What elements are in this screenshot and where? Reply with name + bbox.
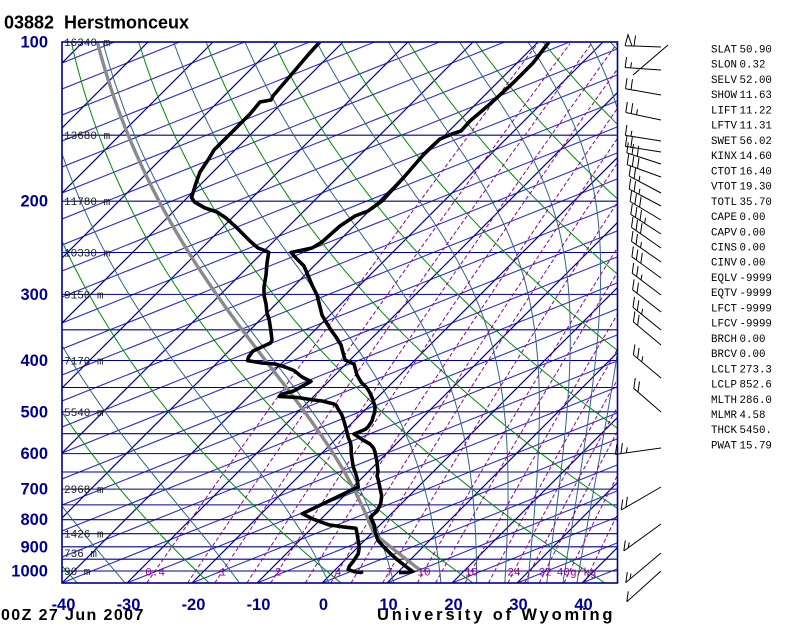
svg-text:BRCH: BRCH [711, 334, 737, 346]
svg-text:16: 16 [465, 568, 478, 580]
svg-text:273.3: 273.3 [740, 364, 772, 376]
svg-text:30: 30 [509, 596, 527, 614]
svg-text:100: 100 [20, 34, 48, 52]
svg-text:4.58: 4.58 [740, 410, 766, 422]
svg-text:VTOT: VTOT [711, 182, 737, 194]
svg-text:1: 1 [219, 568, 226, 580]
svg-text:40g/kg: 40g/kg [557, 568, 597, 580]
svg-text:0.32: 0.32 [740, 60, 766, 72]
svg-text:CTOT: CTOT [711, 166, 737, 178]
svg-text:MLMR: MLMR [711, 410, 737, 422]
svg-text:TOTL: TOTL [711, 197, 737, 209]
svg-text:15.79: 15.79 [740, 441, 772, 453]
svg-text:CINV: CINV [711, 258, 737, 270]
svg-text:800: 800 [20, 511, 48, 529]
svg-text:5540 m: 5540 m [64, 408, 104, 420]
svg-text:50.90: 50.90 [740, 45, 772, 57]
svg-text:2: 2 [275, 568, 282, 580]
svg-text:5450.: 5450. [740, 425, 772, 437]
svg-text:-40: -40 [52, 596, 76, 614]
svg-text:SLON: SLON [711, 60, 737, 72]
svg-text:852.6: 852.6 [740, 380, 772, 392]
svg-text:LFCT: LFCT [711, 303, 737, 315]
svg-text:56.02: 56.02 [740, 136, 772, 148]
svg-text:200: 200 [20, 193, 48, 211]
svg-text:CAPE: CAPE [711, 212, 737, 224]
svg-text:LFTV: LFTV [711, 121, 737, 133]
svg-text:11780 m: 11780 m [64, 197, 111, 209]
svg-text:0: 0 [319, 596, 328, 614]
svg-text:19.30: 19.30 [740, 182, 772, 194]
svg-text:1426 m: 1426 m [64, 530, 104, 542]
svg-text:0.00: 0.00 [740, 349, 766, 361]
svg-text:SLAT: SLAT [711, 45, 737, 57]
svg-text:700: 700 [20, 481, 48, 499]
svg-text:EQLV: EQLV [711, 273, 737, 285]
svg-text:University of Wyoming: University of Wyoming [377, 606, 615, 624]
svg-text:600: 600 [20, 445, 48, 463]
svg-text:286.0: 286.0 [740, 395, 772, 407]
svg-text:13680 m: 13680 m [64, 131, 111, 143]
svg-text:-9999: -9999 [740, 303, 772, 315]
svg-text:Herstmonceux: Herstmonceux [64, 13, 189, 33]
svg-text:LCLT: LCLT [711, 364, 737, 376]
svg-text:-9999: -9999 [740, 288, 772, 300]
svg-text:7170 m: 7170 m [64, 356, 104, 368]
svg-text:10: 10 [417, 568, 430, 580]
svg-text:-20: -20 [182, 596, 206, 614]
svg-text:7: 7 [386, 568, 393, 580]
svg-text:0.00: 0.00 [740, 227, 766, 239]
svg-text:4: 4 [335, 568, 342, 580]
svg-text:KINX: KINX [711, 151, 737, 163]
svg-text:BRCV: BRCV [711, 349, 737, 361]
svg-text:32: 32 [539, 568, 552, 580]
svg-text:10330 m: 10330 m [64, 249, 111, 261]
svg-text:11.31: 11.31 [740, 121, 772, 133]
svg-text:2968 m: 2968 m [64, 485, 104, 497]
svg-text:40: 40 [574, 596, 592, 614]
svg-text:SHOW: SHOW [711, 90, 737, 102]
svg-text:-9999: -9999 [740, 319, 772, 331]
svg-text:MLTH: MLTH [711, 395, 737, 407]
svg-text:SWET: SWET [711, 136, 737, 148]
svg-text:0.4: 0.4 [145, 568, 165, 580]
svg-text:10: 10 [379, 596, 397, 614]
svg-text:-10: -10 [247, 596, 271, 614]
svg-text:CAPV: CAPV [711, 227, 737, 239]
svg-text:0.00: 0.00 [740, 334, 766, 346]
svg-text:LFCV: LFCV [711, 319, 737, 331]
svg-text:9150 m: 9150 m [64, 290, 104, 302]
svg-text:16340 m: 16340 m [64, 38, 111, 50]
svg-text:CINS: CINS [711, 243, 737, 255]
svg-text:300: 300 [20, 286, 48, 304]
svg-text:-30: -30 [117, 596, 141, 614]
svg-text:14.60: 14.60 [740, 151, 772, 163]
svg-text:LCLP: LCLP [711, 380, 737, 392]
svg-text:90 m: 90 m [64, 567, 91, 579]
svg-text:EQTV: EQTV [711, 288, 737, 300]
svg-text:11.22: 11.22 [740, 105, 772, 117]
svg-text:736 m: 736 m [64, 549, 97, 561]
svg-text:PWAT: PWAT [711, 441, 737, 453]
svg-text:20: 20 [444, 596, 462, 614]
svg-text:00Z 27 Jun 2007: 00Z 27 Jun 2007 [1, 607, 145, 624]
svg-text:SELV: SELV [711, 75, 737, 87]
svg-text:1000: 1000 [11, 563, 48, 581]
svg-text:400: 400 [20, 352, 48, 370]
svg-text:-9999: -9999 [740, 273, 772, 285]
svg-text:24: 24 [507, 568, 521, 580]
svg-text:0.00: 0.00 [740, 212, 766, 224]
svg-text:900: 900 [20, 538, 48, 556]
svg-text:03882: 03882 [4, 13, 54, 33]
svg-text:0.00: 0.00 [740, 243, 766, 255]
svg-text:16.40: 16.40 [740, 166, 772, 178]
svg-text:35.70: 35.70 [740, 197, 772, 209]
svg-text:LIFT: LIFT [711, 105, 737, 117]
svg-text:500: 500 [20, 403, 48, 421]
svg-text:THCK: THCK [711, 425, 737, 437]
svg-text:11.63: 11.63 [740, 90, 772, 102]
svg-text:52.00: 52.00 [740, 75, 772, 87]
svg-text:0.00: 0.00 [740, 258, 766, 270]
